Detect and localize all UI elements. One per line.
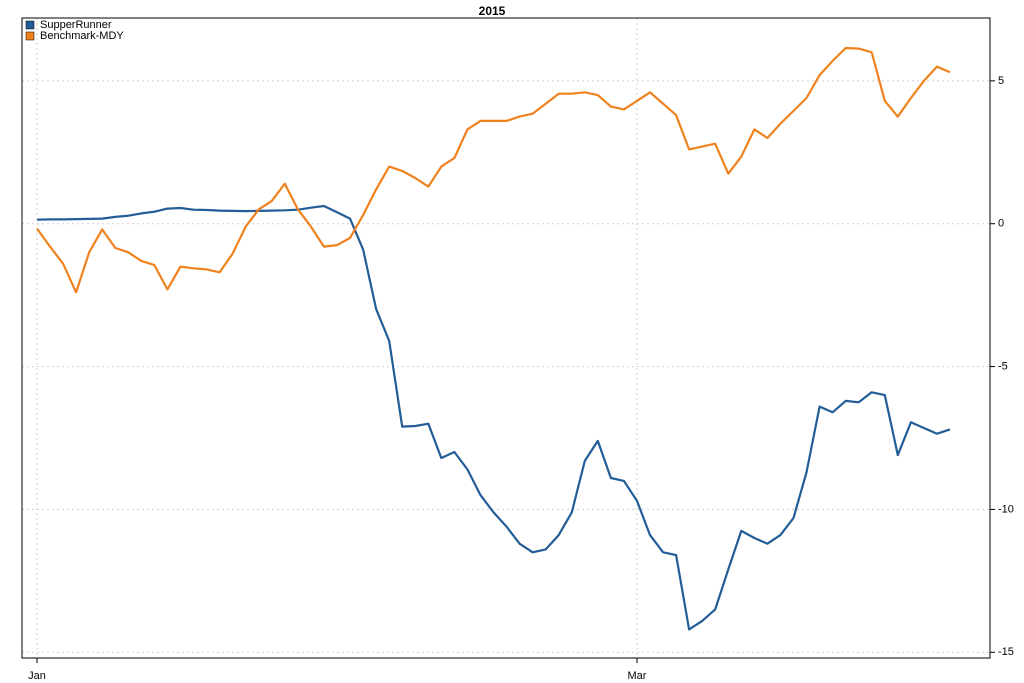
chart-title: 2015 xyxy=(479,4,506,18)
legend-swatch xyxy=(25,20,35,30)
x-tick-label: Mar xyxy=(627,670,646,682)
series-line xyxy=(36,46,951,294)
y-tick-label: 0 xyxy=(998,218,1004,230)
plot-frame xyxy=(21,17,991,659)
y-tick-label: 5 xyxy=(998,75,1004,87)
y-tick-label: -10 xyxy=(998,503,1014,515)
legend-swatch xyxy=(25,31,35,41)
legend-label: SupperRunner xyxy=(40,19,112,31)
legend-label: Benchmark-MDY xyxy=(40,30,124,42)
y-tick-label: -15 xyxy=(998,646,1014,658)
series-line xyxy=(36,204,951,631)
x-tick-label: Jan xyxy=(28,670,46,682)
y-tick-label: -5 xyxy=(998,360,1008,372)
